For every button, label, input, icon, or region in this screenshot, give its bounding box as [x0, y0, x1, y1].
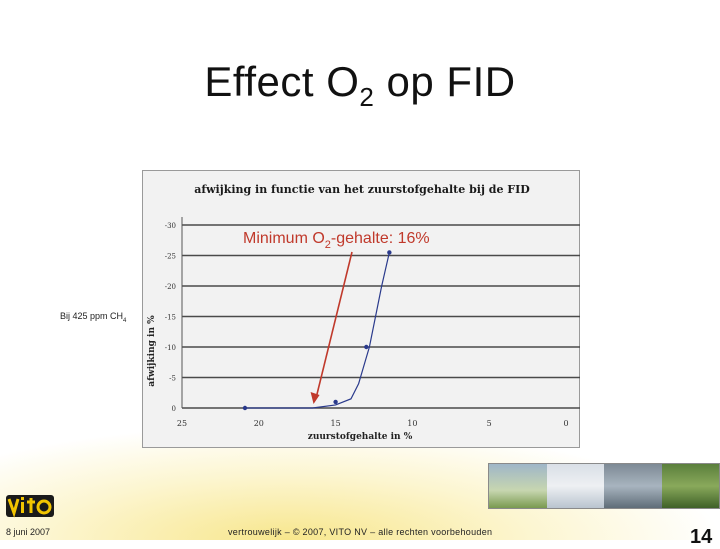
footer-copyright: vertrouwelijk – © 2007, VITO NV – alle r… [228, 527, 493, 537]
y-tick-label: -30 [165, 222, 176, 230]
annotation-arrow-line [315, 251, 353, 397]
environment-photos-icon [488, 463, 720, 509]
chart-title: afwijking in functie van het zuurstofgeh… [194, 183, 530, 196]
annotation-arrowhead [310, 392, 320, 404]
chart-frame: afwijking in functie van het zuurstofgeh… [142, 170, 580, 448]
footer-date: 8 juni 2007 [6, 527, 51, 537]
slide-title-end: op FID [374, 58, 516, 105]
slide-title: Effect O2 op FID [0, 58, 720, 113]
series-line [244, 252, 390, 409]
side-note-main: Bij 425 ppm CH [60, 311, 124, 321]
x-tick-label: 0 [563, 419, 568, 428]
side-note-subscript: 4 [123, 318, 127, 324]
y-tick-label: -20 [165, 283, 176, 291]
slide-title-main: Effect O [204, 58, 360, 105]
annotation-label: Minimum O2-gehalte: 16% [243, 230, 430, 251]
page-number: 14 [690, 526, 713, 548]
y-tick-label: 0 [172, 405, 176, 413]
vito-logo-icon [6, 493, 54, 519]
data-point [242, 405, 248, 411]
x-tick-label: 20 [254, 419, 264, 428]
annotation-subscript: 2 [324, 239, 331, 251]
chart-x-axis-label: zuurstofgehalte in % [307, 432, 413, 442]
x-tick-label: 10 [407, 419, 417, 428]
x-tick-label: 15 [331, 419, 341, 428]
data-point [333, 399, 338, 405]
y-tick-label: -15 [165, 314, 176, 322]
y-tick-label: -25 [165, 253, 176, 261]
annotation-main: Minimum O [243, 230, 325, 247]
x-tick-label: 5 [487, 419, 492, 428]
side-note: Bij 425 ppm CH4 [60, 311, 126, 324]
data-point [364, 344, 369, 350]
x-tick-label: 25 [177, 419, 187, 428]
data-point [387, 250, 392, 255]
slide-title-subscript: 2 [359, 82, 375, 112]
y-tick-label: -5 [169, 375, 176, 383]
y-tick-label: -10 [165, 344, 176, 352]
annotation-end: -gehalte: 16% [330, 230, 430, 247]
